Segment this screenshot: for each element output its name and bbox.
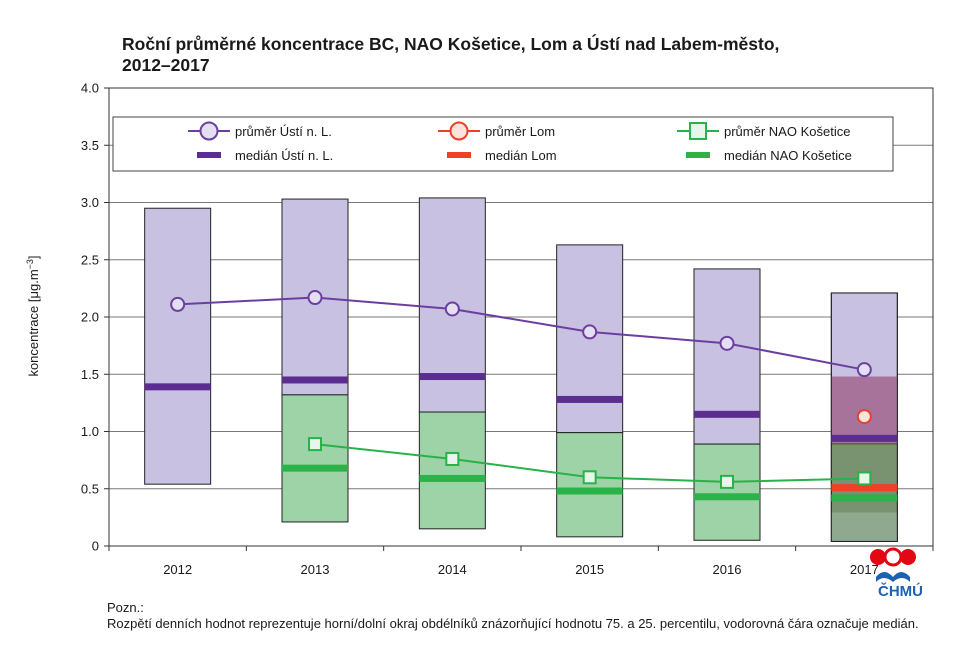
y-tick-label: 4.0 [81,81,99,96]
kosetice-median [282,464,348,472]
kosetice-box-lower [556,432,623,537]
y-tick-label: 0 [92,539,99,554]
y-tick-label: 2.0 [81,310,99,325]
x-tick-label: 2015 [575,562,604,577]
usti-mean-point [856,362,872,378]
x-tick-label: 2014 [438,562,467,577]
y-tick-label: 2.5 [81,252,99,267]
kosetice-box-outline [281,394,349,523]
usti-median [556,395,623,403]
y-tick-label: 1.0 [81,424,99,439]
usti-mean-point [307,290,323,306]
kosetice-median [831,494,898,502]
lom-mean-point [856,409,872,425]
footnote-text: Rozpětí denních hodnot reprezentuje horn… [107,616,919,631]
legend-usti-marker [199,121,219,141]
lom-median [831,484,898,492]
legend-lom-marker [449,121,469,141]
kosetice-mean-point [720,474,734,489]
y-tick-label: 1.5 [81,367,99,382]
usti-mean-point [719,335,735,351]
kosetice-mean-point [445,451,460,466]
chart-title: Roční průměrné koncentrace BC, NAO Košet… [122,34,922,76]
kosetice-median [694,493,760,501]
legend-kos-median-label: medián NAO Košetice [724,148,852,163]
legend-kos-marker [689,122,707,140]
kosetice-box-outline [693,443,761,541]
x-tick-label: 2016 [713,562,742,577]
footnote: Pozn.: Rozpětí denních hodnot reprezentu… [107,600,947,632]
usti-box [144,207,212,485]
logo-circle-right [900,549,916,565]
logo-wave [876,572,910,582]
kosetice-box-lower [419,412,486,529]
kosetice-median [556,487,623,495]
kosetice-mean-point [582,470,597,485]
usti-median [694,410,760,418]
chmu-logo-text: ČHMÚ [878,583,923,600]
legend-usti-median-label: medián Ústí n. L. [235,148,333,163]
x-tick-label: 2012 [163,562,192,577]
usti-median [419,373,486,381]
x-tick-label: 2013 [301,562,330,577]
logo-circle-left [870,549,886,565]
x-tick-label: 2017 [850,562,879,577]
legend-kos-mean-label: průměr NAO Košetice [724,124,850,139]
legend-lom-median-swatch [447,152,471,158]
y-tick-label: 0.5 [81,481,99,496]
footnote-title: Pozn.: [107,600,144,615]
usti-mean-point [582,324,598,340]
y-tick-label: 3.5 [81,138,99,153]
legend-box [112,116,894,172]
kosetice-box-outline [556,432,624,538]
usti-mean-point [170,296,186,312]
legend-lom-mean-label: průměr Lom [485,124,555,139]
kosetice-box-lower [694,444,760,541]
usti-mean-line [177,296,865,371]
usti-mean-point [444,301,460,317]
logo-ring [883,547,903,567]
box-2017-outline [830,292,898,542]
legend-usti-median-swatch [197,152,221,158]
legend-kos-median-swatch [686,152,710,158]
legend-usti-mean-label: průměr Ústí n. L. [235,124,332,139]
y-tick-label: 3.0 [81,195,99,210]
kosetice-median [419,474,486,482]
kosetice-box-outline [418,411,486,530]
kosetice-mean-point [857,471,872,486]
kosetice-box-lower [282,394,348,522]
usti-median [831,434,898,442]
legend-lom-median-label: medián Lom [485,148,557,163]
usti-median [144,383,211,391]
usti-median [282,376,348,384]
chart-title-line2: 2012–2017 [122,55,210,75]
kosetice-box-2017-bottom [831,512,898,542]
chart-title-line1: Roční průměrné koncentrace BC, NAO Košet… [122,34,780,54]
kosetice-mean-point [308,437,322,452]
